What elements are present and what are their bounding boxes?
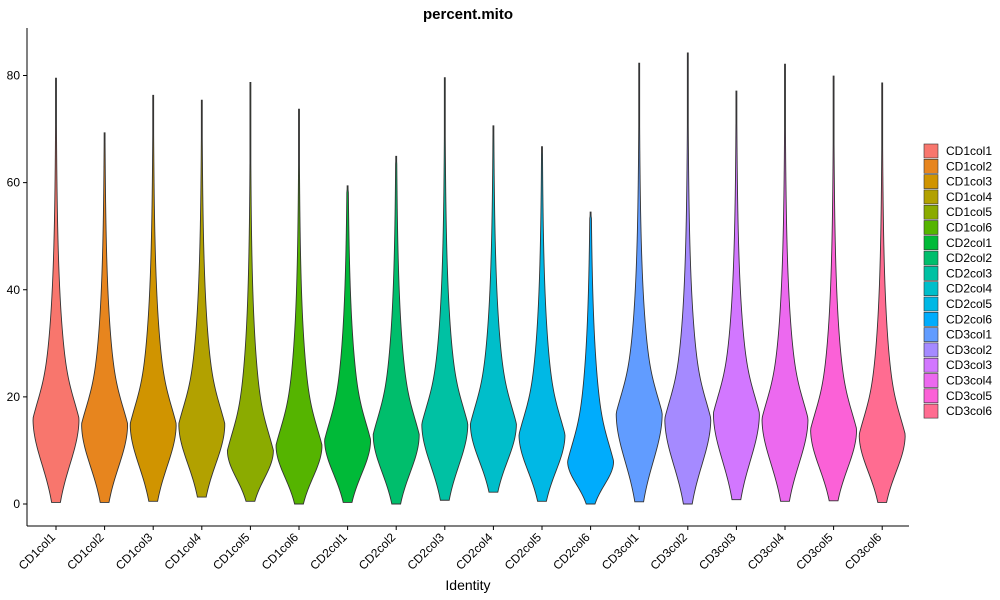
legend-label: CD3col6 — [946, 404, 992, 418]
x-tick-label: CD3col6 — [842, 530, 885, 573]
x-tick-label: CD3col2 — [647, 530, 690, 573]
legend-label: CD3col1 — [946, 328, 992, 342]
y-tick-label: 40 — [7, 283, 21, 297]
chart-title: percent.mito — [423, 6, 513, 23]
x-tick-label: CD1col3 — [113, 530, 156, 573]
legend-swatch — [923, 220, 939, 235]
violin-cd3col4 — [761, 63, 809, 502]
violin-cd1col4 — [178, 99, 226, 498]
legend-swatch — [923, 357, 939, 373]
violin-cd3col6 — [858, 82, 906, 503]
violin-cd1col2 — [81, 132, 129, 503]
legend-swatch — [923, 266, 939, 281]
x-tick-label: CD1col5 — [210, 530, 253, 573]
violin-cd1col1 — [32, 77, 80, 503]
violin-cd2col4 — [469, 125, 517, 493]
x-tick-label: CD3col4 — [745, 530, 788, 573]
legend-label: CD1col3 — [946, 175, 992, 189]
legend-swatch — [923, 189, 939, 205]
x-tick-label: CD2col4 — [453, 530, 496, 573]
y-tick-label: 60 — [7, 176, 21, 190]
legend-swatch — [923, 342, 939, 358]
violin-cd2col3 — [421, 77, 469, 501]
legend-label: CD3col2 — [946, 343, 992, 357]
legend-swatch — [923, 159, 939, 174]
x-tick-label: CD3col5 — [793, 530, 836, 573]
violin-cd3col3 — [712, 90, 760, 501]
legend-label: CD1col4 — [946, 190, 992, 204]
legend-label: CD2col5 — [946, 297, 992, 311]
violin-cd3col5 — [810, 75, 858, 502]
legend-label: CD3col4 — [946, 374, 992, 388]
legend-label: CD2col2 — [946, 251, 992, 265]
x-tick-label: CD2col1 — [307, 530, 350, 573]
x-tick-label: CD1col1 — [16, 530, 59, 573]
legend-label: CD3col5 — [946, 389, 992, 403]
violin-cd2col2 — [372, 155, 420, 505]
x-tick-label: CD3col3 — [696, 530, 739, 573]
legend-label: CD1col5 — [946, 205, 992, 219]
x-tick-label: CD1col2 — [64, 530, 107, 573]
violin-cd1col3 — [129, 94, 177, 502]
legend-swatch — [923, 204, 939, 220]
x-tick-label: CD1col6 — [259, 530, 302, 573]
legend-swatch — [923, 281, 939, 297]
x-tick-label: CD2col3 — [404, 530, 447, 573]
legend-label: CD2col6 — [946, 312, 992, 326]
y-tick-label: 80 — [7, 69, 21, 83]
violin-cd2col1 — [324, 185, 372, 503]
legend-swatch — [923, 311, 939, 327]
legend-label: CD2col4 — [946, 282, 992, 296]
y-tick-label: 20 — [7, 390, 21, 404]
legend-label: CD1col6 — [946, 221, 992, 235]
legend-swatch — [923, 250, 939, 266]
legend-swatch — [923, 143, 939, 159]
violin-cd2col5 — [518, 146, 566, 502]
x-axis-title: Identity — [445, 577, 490, 593]
violin-group — [32, 52, 906, 505]
violin-cd1col6 — [275, 108, 323, 505]
violin-cd1col5 — [226, 82, 274, 502]
legend-swatch — [923, 235, 939, 251]
x-tick-label: CD2col6 — [550, 530, 593, 573]
legend-swatch — [923, 388, 939, 404]
x-tick-label: CD1col4 — [161, 530, 204, 573]
violin-cd2col6 — [567, 211, 615, 505]
violin-cd3col2 — [664, 52, 712, 505]
legend-label: CD1col2 — [946, 159, 992, 173]
legend-swatch — [923, 403, 939, 419]
x-tick-label: CD3col1 — [599, 530, 642, 573]
y-tick-label: 0 — [13, 497, 20, 511]
legend-label: CD2col3 — [946, 266, 992, 280]
legend-swatch — [923, 327, 939, 342]
legend-swatch — [923, 296, 939, 312]
legend-label: CD1col1 — [946, 144, 992, 158]
x-tick-label: CD2col5 — [502, 530, 545, 573]
legend-label: CD3col3 — [946, 358, 992, 372]
violin-cd3col1 — [615, 62, 663, 503]
x-tick-label: CD2col2 — [356, 530, 399, 573]
legend-swatch — [923, 373, 939, 388]
legend-swatch — [923, 174, 939, 189]
legend-label: CD2col1 — [946, 236, 992, 250]
